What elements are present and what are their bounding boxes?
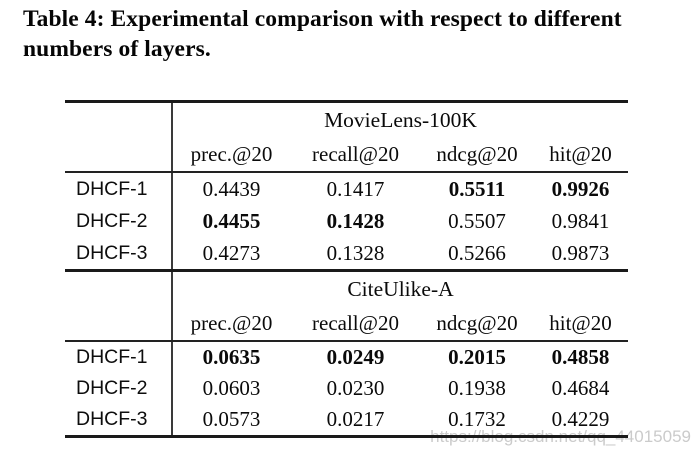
table-row: DHCF-3 0.4273 0.1328 0.5266 0.9873	[65, 237, 628, 272]
dataset-header-row: MovieLens-100K	[65, 101, 628, 139]
metric-value-cell: 0.5511	[448, 176, 506, 201]
column-header: prec.@20	[171, 138, 290, 173]
table-row: DHCF-3 0.0573 0.0217 0.1732 0.4229	[65, 404, 628, 437]
results-table: MovieLens-100K prec.@20 recall@20 ndcg@2…	[65, 100, 628, 438]
metric-value-cell: 0.5266	[421, 237, 533, 272]
metric-value-cell: 0.5507	[448, 208, 506, 233]
column-header: recall@20	[290, 138, 421, 173]
column-header: hit@20	[533, 307, 628, 342]
metric-value-cell: 0.0573	[171, 404, 290, 437]
metric-value-cell: 0.2015	[448, 345, 506, 369]
metric-value-cell: 0.4858	[551, 345, 610, 369]
metric-value-cell: 0.0217	[326, 407, 385, 431]
column-header: prec.@20	[171, 307, 290, 342]
row-label: DHCF-3	[76, 408, 148, 430]
table-row: DHCF-1 0.4439 0.1417 0.5511 0.9926	[65, 172, 628, 205]
table-row: DHCF-2 0.0603 0.0230 0.1938 0.4684	[65, 373, 628, 404]
metric-value-cell: 0.4229	[551, 407, 610, 431]
row-label: DHCF-3	[65, 237, 172, 272]
metric-value-cell: 0.9926	[551, 176, 610, 201]
table-caption: Table 4: Experimental comparison with re…	[23, 6, 622, 62]
corner-cell	[65, 102, 172, 139]
column-header: ndcg@20	[421, 138, 533, 173]
column-header: ndcg@20	[421, 307, 533, 342]
metric-value-cell: 0.0230	[326, 376, 385, 400]
corner-cell	[65, 307, 172, 342]
metric-value-cell: 0.4684	[551, 376, 610, 400]
row-label: DHCF-1	[76, 177, 148, 200]
corner-cell	[65, 271, 172, 308]
row-label: DHCF-2	[76, 209, 148, 232]
corner-cell	[65, 138, 172, 173]
dataset-name: CiteUlike-A	[171, 270, 628, 307]
metric-value-cell: 0.1417	[326, 176, 385, 201]
metric-value-cell: 0.4439	[171, 172, 290, 205]
table-row: DHCF-2 0.4455 0.1428 0.5507 0.9841	[65, 205, 628, 237]
metric-value-cell: 0.1732	[448, 407, 506, 431]
metric-value-cell: 0.0249	[326, 345, 385, 369]
table-row: DHCF-1 0.0635 0.0249 0.2015 0.4858	[65, 341, 628, 373]
column-header-row: prec.@20 recall@20 ndcg@20 hit@20	[65, 307, 628, 342]
column-header: hit@20	[533, 138, 628, 173]
row-label: DHCF-1	[76, 346, 148, 368]
column-header: recall@20	[290, 307, 421, 342]
row-label: DHCF-2	[76, 377, 148, 399]
metric-value-cell: 0.1428	[326, 208, 385, 233]
metric-value-cell: 0.0603	[171, 373, 290, 404]
metric-value-cell: 0.0635	[171, 341, 290, 373]
metric-value-cell: 0.4273	[171, 237, 290, 272]
metric-value-cell: 0.4455	[171, 205, 290, 237]
metric-value-cell: 0.9873	[533, 237, 628, 272]
metric-value-cell: 0.9841	[551, 208, 610, 233]
column-header-row: prec.@20 recall@20 ndcg@20 hit@20	[65, 138, 628, 173]
dataset-name: MovieLens-100K	[171, 101, 628, 138]
metric-value-cell: 0.1938	[448, 376, 506, 400]
metric-value-cell: 0.1328	[290, 237, 421, 272]
dataset-header-row: CiteUlike-A	[65, 270, 628, 308]
